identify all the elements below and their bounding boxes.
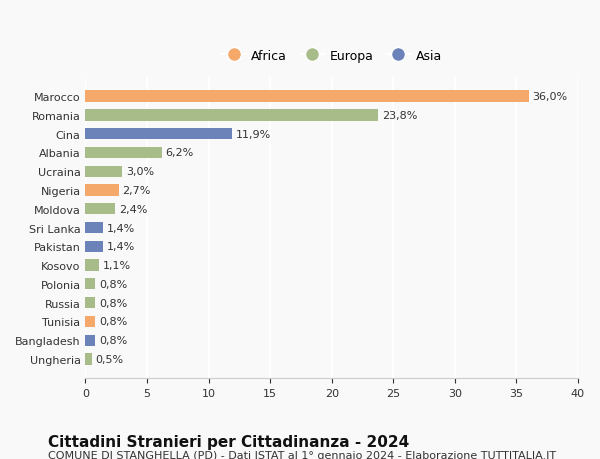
Bar — [85, 129, 232, 140]
Text: 2,7%: 2,7% — [122, 185, 151, 196]
Bar — [85, 204, 115, 215]
Bar — [85, 241, 103, 252]
Text: 36,0%: 36,0% — [532, 92, 568, 102]
Bar — [85, 185, 119, 196]
Text: 0,8%: 0,8% — [99, 279, 127, 289]
Bar — [85, 147, 162, 159]
Text: 2,4%: 2,4% — [119, 204, 147, 214]
Text: 23,8%: 23,8% — [382, 111, 418, 121]
Legend: Africa, Europa, Asia: Africa, Europa, Asia — [216, 45, 447, 68]
Bar — [85, 335, 95, 346]
Bar — [85, 91, 529, 102]
Bar — [85, 353, 92, 365]
Text: 0,8%: 0,8% — [99, 336, 127, 346]
Text: 0,8%: 0,8% — [99, 298, 127, 308]
Bar — [85, 110, 379, 121]
Text: 11,9%: 11,9% — [236, 129, 271, 140]
Text: COMUNE DI STANGHELLA (PD) - Dati ISTAT al 1° gennaio 2024 - Elaborazione TUTTITA: COMUNE DI STANGHELLA (PD) - Dati ISTAT a… — [48, 450, 556, 459]
Text: 1,4%: 1,4% — [106, 223, 134, 233]
Text: 0,8%: 0,8% — [99, 317, 127, 327]
Text: 0,5%: 0,5% — [95, 354, 124, 364]
Text: 1,1%: 1,1% — [103, 261, 131, 270]
Bar — [85, 223, 103, 234]
Bar — [85, 316, 95, 327]
Bar — [85, 260, 99, 271]
Bar — [85, 297, 95, 308]
Text: Cittadini Stranieri per Cittadinanza - 2024: Cittadini Stranieri per Cittadinanza - 2… — [48, 434, 409, 449]
Text: 1,4%: 1,4% — [106, 242, 134, 252]
Bar — [85, 166, 122, 178]
Text: 3,0%: 3,0% — [126, 167, 154, 177]
Bar — [85, 279, 95, 290]
Text: 6,2%: 6,2% — [166, 148, 194, 158]
